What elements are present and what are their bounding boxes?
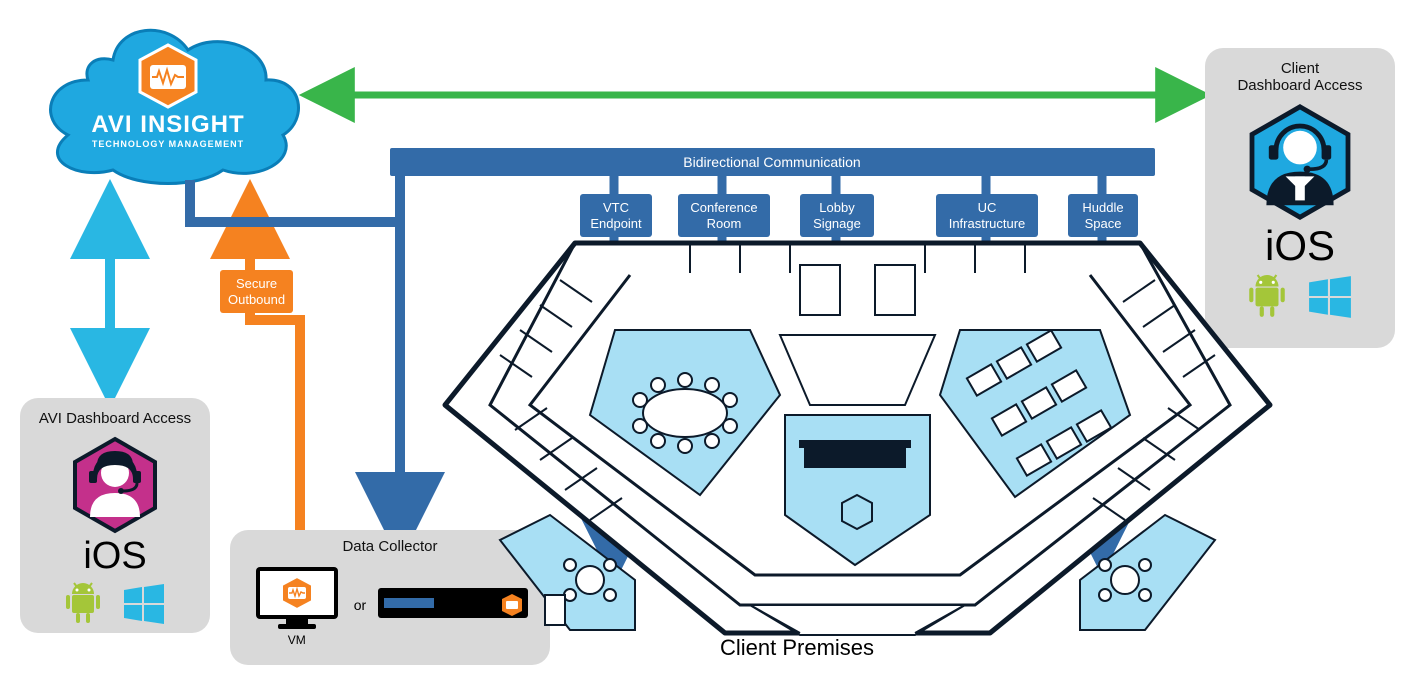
tag-lobby: LobbySignage	[800, 194, 874, 237]
tag-huddle: HuddleSpace	[1068, 194, 1138, 237]
bus-bar-label: Bidirectional Communication	[683, 154, 860, 170]
windows-icon	[122, 582, 166, 626]
tag-uc: UCInfrastructure	[936, 194, 1038, 237]
windows-icon	[1307, 274, 1353, 320]
arrow-secure-outbound	[250, 195, 300, 570]
or-label: or	[354, 597, 366, 613]
avi-panel-title: AVI Dashboard Access	[32, 410, 198, 427]
client-premises-floorplan	[440, 235, 1275, 655]
android-icon	[64, 582, 102, 626]
secure-outbound-label: Secure Outbound	[220, 270, 293, 313]
client-premises-label: Client Premises	[720, 635, 874, 661]
avi-agent-icon	[65, 435, 165, 535]
client-panel-title: Client Dashboard Access	[1217, 60, 1383, 94]
avi-ios-label: iOS	[32, 535, 198, 578]
client-agent-icon	[1240, 102, 1360, 222]
vm-monitor-icon	[252, 563, 342, 633]
avi-dashboard-panel: AVI Dashboard Access iOS	[20, 398, 210, 633]
vm-label: VM	[252, 633, 342, 647]
tag-conf: ConferenceRoom	[678, 194, 770, 237]
tag-vtc: VTCEndpoint	[580, 194, 652, 237]
